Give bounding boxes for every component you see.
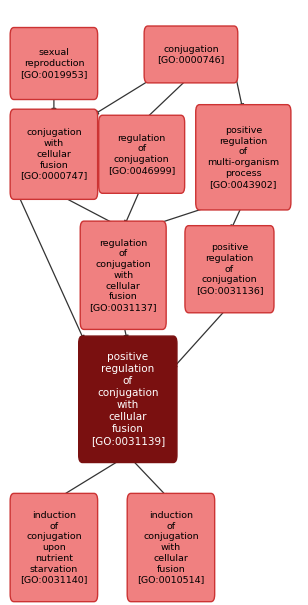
Text: sexual
reproduction
[GO:0019953]: sexual reproduction [GO:0019953]: [20, 48, 88, 79]
Text: regulation
of
conjugation
[GO:0046999]: regulation of conjugation [GO:0046999]: [108, 134, 175, 175]
Text: conjugation
[GO:0000746]: conjugation [GO:0000746]: [157, 45, 225, 64]
FancyBboxPatch shape: [10, 494, 98, 601]
Text: positive
regulation
of
conjugation
[GO:0031136]: positive regulation of conjugation [GO:0…: [196, 243, 263, 295]
FancyBboxPatch shape: [185, 226, 274, 313]
FancyBboxPatch shape: [80, 221, 166, 329]
FancyBboxPatch shape: [10, 28, 98, 99]
FancyBboxPatch shape: [196, 105, 291, 210]
FancyBboxPatch shape: [144, 26, 238, 83]
FancyBboxPatch shape: [79, 336, 177, 462]
Text: induction
of
conjugation
upon
nutrient
starvation
[GO:0031140]: induction of conjugation upon nutrient s…: [20, 511, 88, 584]
Text: induction
of
conjugation
with
cellular
fusion
[GO:0010514]: induction of conjugation with cellular f…: [137, 511, 205, 584]
Text: positive
regulation
of
multi-organism
process
[GO:0043902]: positive regulation of multi-organism pr…: [207, 126, 279, 189]
FancyBboxPatch shape: [99, 115, 185, 194]
Text: conjugation
with
cellular
fusion
[GO:0000747]: conjugation with cellular fusion [GO:000…: [20, 128, 87, 180]
FancyBboxPatch shape: [127, 494, 215, 601]
Text: regulation
of
conjugation
with
cellular
fusion
[GO:0031137]: regulation of conjugation with cellular …: [89, 238, 157, 312]
Text: positive
regulation
of
conjugation
with
cellular
fusion
[GO:0031139]: positive regulation of conjugation with …: [91, 352, 165, 446]
FancyBboxPatch shape: [10, 109, 98, 200]
